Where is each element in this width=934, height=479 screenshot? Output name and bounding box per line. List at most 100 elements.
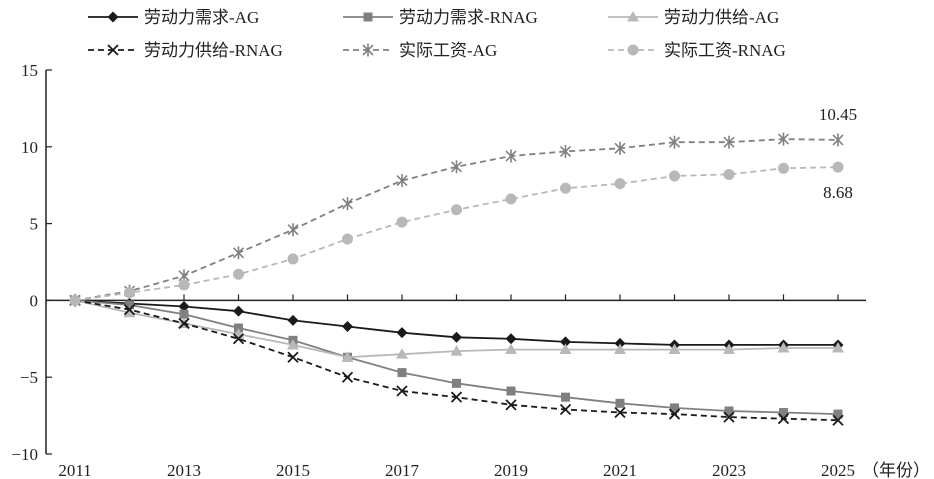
legend-marker [362, 43, 374, 57]
chart-annotations: 10.45 8.68 [819, 105, 857, 202]
data-point [559, 403, 572, 416]
data-point [506, 386, 516, 396]
series-2 [70, 295, 843, 419]
legend-item-2: 劳动力需求-RNAG [343, 8, 538, 27]
data-point [669, 170, 680, 182]
data-point [779, 408, 788, 418]
data-point [614, 178, 626, 190]
data-point [450, 160, 463, 174]
data-label: 10.45 [819, 105, 857, 124]
series-line [74, 299, 839, 422]
data-point [668, 135, 681, 149]
data-point [614, 406, 626, 419]
data-point [670, 403, 679, 413]
data-point [341, 197, 354, 211]
legend-item-6: 实际工资-RNAG [608, 41, 786, 60]
data-point [396, 348, 408, 359]
data-point [450, 391, 463, 403]
data-point [287, 223, 299, 237]
chart-legend: 劳动力需求-AG 劳动力需求-RNAG 劳动力供给-AG 劳动力供给-RNAG 实际工资… [88, 8, 786, 60]
data-point [614, 337, 626, 349]
data-point [559, 343, 572, 355]
series-line [74, 166, 839, 302]
legend-label: 劳动力需求-AG [144, 8, 259, 27]
series-5 [69, 132, 844, 307]
legend-item-4: 劳动力供给-RNAG [88, 41, 283, 60]
data-point [342, 233, 353, 245]
data-point [341, 351, 354, 362]
data-point [452, 378, 461, 388]
data-point [832, 342, 844, 353]
legend-label: 劳动力需求-RNAG [399, 8, 538, 27]
data-point [232, 246, 245, 260]
data-point [123, 306, 136, 318]
x-tick-label: 2011 [58, 461, 91, 479]
data-point [832, 161, 844, 173]
data-point [723, 135, 735, 149]
legend-item-5: 实际工资-AG [343, 41, 497, 60]
data-point [777, 132, 790, 146]
legend-marker [363, 12, 373, 22]
data-point [833, 409, 843, 419]
data-point [287, 314, 299, 326]
data-point [561, 392, 570, 402]
data-point [778, 162, 789, 174]
y-tick-label: 5 [30, 215, 39, 234]
data-point [832, 133, 844, 147]
data-point [287, 253, 299, 265]
data-point [832, 414, 844, 426]
data-point [724, 406, 734, 416]
data-point [178, 301, 190, 313]
data-point [615, 398, 625, 408]
data-point [559, 144, 572, 158]
x-tick-label: 2019 [494, 461, 528, 479]
data-point [560, 182, 571, 194]
data-point [125, 300, 134, 310]
x-tick-label: 2017 [385, 461, 420, 479]
chart-series [69, 132, 844, 426]
legend-item-3: 劳动力供给-AG [608, 8, 779, 27]
data-point [614, 343, 626, 355]
series-4 [69, 294, 844, 426]
data-point [451, 204, 462, 216]
y-tick-label: −5 [20, 368, 38, 387]
data-point [396, 216, 408, 228]
data-point [69, 294, 81, 306]
data-point [777, 342, 790, 353]
legend-label: 劳动力供给-RNAG [144, 41, 283, 60]
legend-marker [107, 44, 119, 56]
legend-label: 实际工资-RNAG [664, 41, 786, 60]
data-point [451, 331, 462, 343]
data-point [505, 333, 517, 345]
x-tick-label: 2013 [167, 461, 201, 479]
data-point [396, 174, 408, 188]
data-point [123, 303, 136, 316]
data-point [560, 336, 571, 348]
data-point [668, 343, 681, 355]
data-point [505, 193, 517, 205]
legend-item-1: 劳动力需求-AG [88, 8, 259, 27]
y-tick-label: 10 [21, 138, 38, 157]
data-point [777, 413, 790, 425]
data-point [342, 321, 353, 333]
legend-label: 实际工资-AG [399, 41, 497, 60]
data-point [124, 287, 135, 299]
data-point [233, 305, 244, 317]
data-point [287, 351, 299, 363]
data-point [450, 345, 463, 356]
data-point [178, 279, 190, 291]
data-point [397, 368, 407, 378]
x-tick-label: 2025 [821, 461, 855, 479]
x-tick-label: 2021 [603, 461, 637, 479]
y-tick-label: 0 [30, 291, 39, 310]
legend-marker [107, 11, 119, 23]
series-3 [69, 294, 844, 362]
data-point [287, 338, 299, 350]
data-point [232, 333, 245, 345]
data-point [233, 268, 244, 280]
data-point [723, 411, 735, 423]
x-axis-unit: （年份） [862, 461, 930, 479]
data-point [723, 343, 735, 355]
x-tick-label: 2023 [712, 461, 746, 479]
